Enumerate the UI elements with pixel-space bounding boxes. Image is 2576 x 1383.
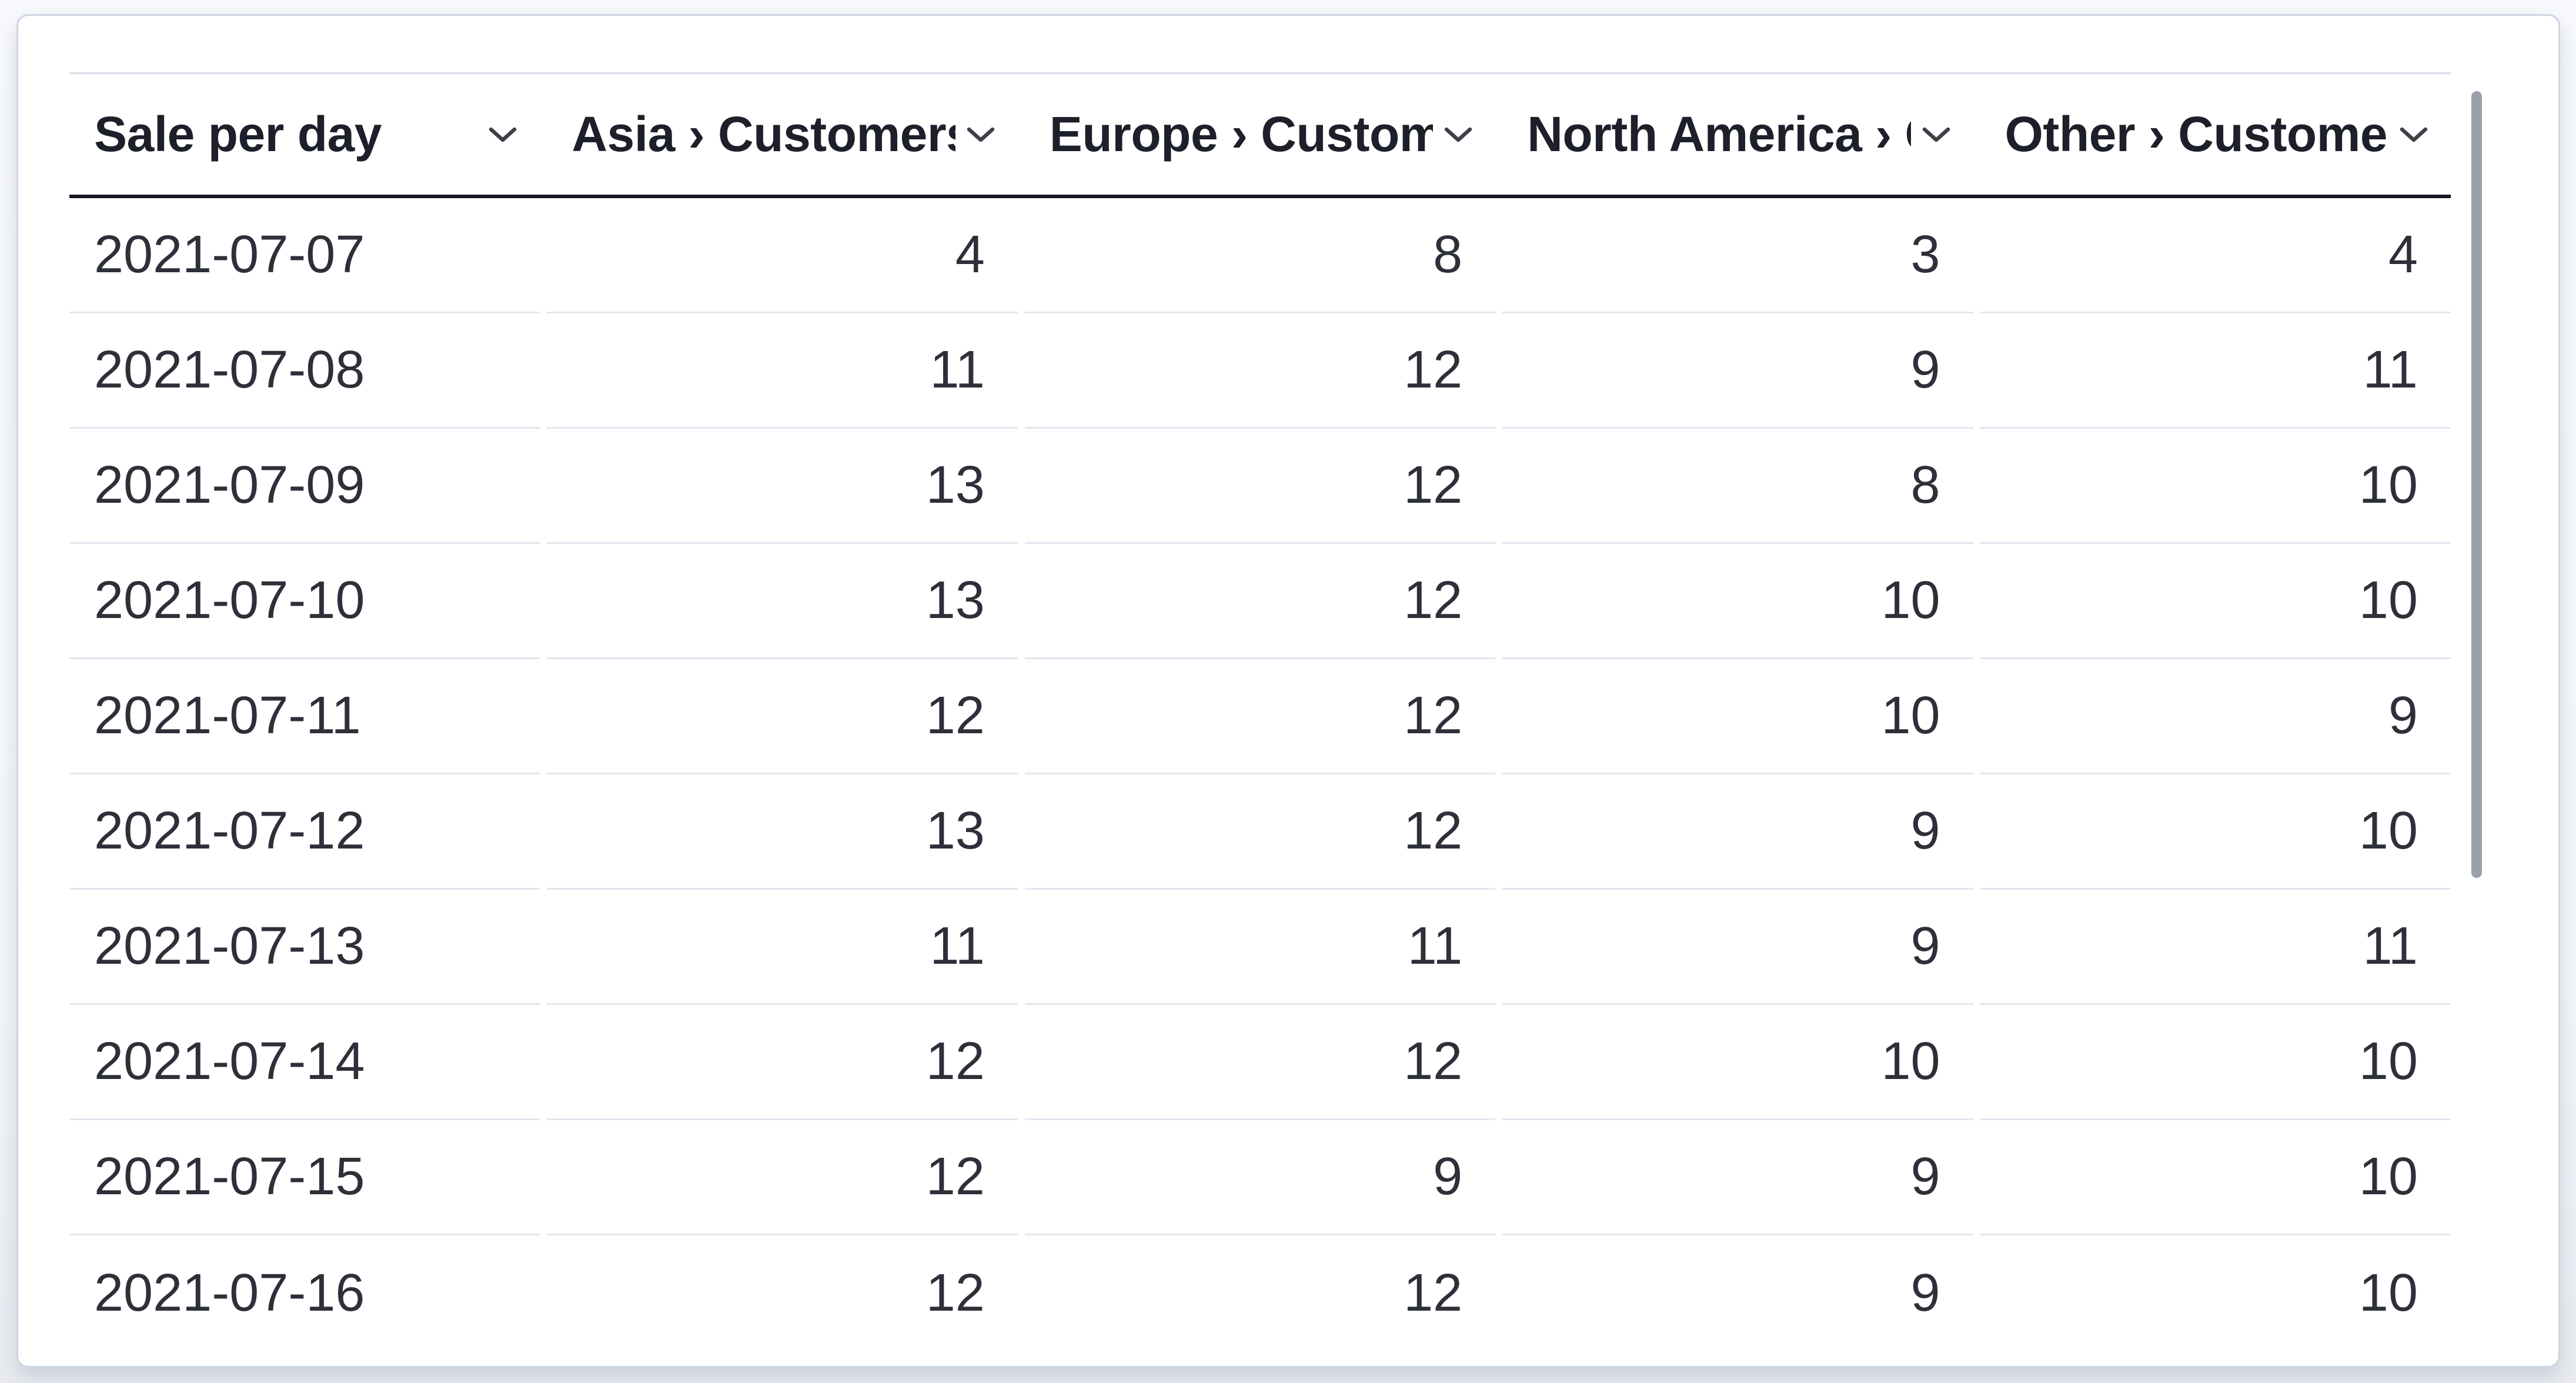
value-cell[interactable]: 10 <box>1502 544 1973 659</box>
value-cell[interactable]: 3 <box>1502 198 1973 313</box>
table-row: 2021-07-14 12 12 10 10 <box>69 1005 2451 1120</box>
date-cell[interactable]: 2021-07-07 <box>69 198 540 313</box>
table-row: 2021-07-10 13 12 10 10 <box>69 544 2451 659</box>
vertical-scrollbar-thumb[interactable] <box>2471 91 2482 878</box>
date-cell[interactable]: 2021-07-15 <box>69 1120 540 1235</box>
value-cell[interactable]: 10 <box>1502 1005 1973 1120</box>
value-cell[interactable]: 4 <box>1980 198 2451 313</box>
data-table: Sale per day Asia › Customers Europe › Cus… <box>69 72 2451 1351</box>
column-header-sale_per_day[interactable]: Sale per day <box>69 74 540 195</box>
table-row: 2021-07-15 12 9 9 10 <box>69 1120 2451 1235</box>
table-row: 2021-07-11 12 12 10 9 <box>69 659 2451 774</box>
column-header-label: Other › Customers <box>2004 106 2388 162</box>
chevron-down-icon[interactable] <box>488 126 517 143</box>
column-header-label: Europe › Customers <box>1049 106 1433 162</box>
chevron-down-icon[interactable] <box>1444 126 1473 143</box>
value-cell[interactable]: 9 <box>1910 1263 1940 1322</box>
value-cell[interactable]: 12 <box>1024 313 1496 429</box>
table-row: 2021-07-08 11 12 9 11 <box>69 313 2451 429</box>
chevron-down-icon[interactable] <box>1922 126 1951 143</box>
table-body: 2021-07-07 4 8 3 4 2021-07-08 11 12 9 11 2021-07-0… <box>69 198 2451 1351</box>
table-card: Sale per day Asia › Customers Europe › Cus… <box>16 14 2560 1368</box>
date-cell[interactable]: 2021-07-08 <box>69 313 540 429</box>
table-header-row: Sale per day Asia › Customers Europe › Cus… <box>69 72 2451 198</box>
value-cell[interactable]: 10 <box>2358 1263 2418 1322</box>
table-row: 2021-07-16 12 12 9 10 <box>69 1235 2451 1351</box>
table-row: 2021-07-07 4 8 3 4 <box>69 198 2451 313</box>
value-cell[interactable]: 12 <box>1024 659 1496 774</box>
value-cell[interactable]: 11 <box>1980 890 2451 1005</box>
value-cell[interactable]: 10 <box>1980 1120 2451 1235</box>
table-row: 2021-07-12 13 12 9 10 <box>69 774 2451 890</box>
value-cell[interactable]: 12 <box>1404 1263 1463 1322</box>
value-cell[interactable]: 12 <box>547 1005 1018 1120</box>
value-cell[interactable]: 12 <box>1024 429 1496 544</box>
column-header-label: Sale per day <box>94 106 382 162</box>
value-cell[interactable]: 9 <box>1980 659 2451 774</box>
value-cell[interactable]: 12 <box>926 1263 985 1322</box>
value-cell[interactable]: 10 <box>1502 659 1973 774</box>
chevron-down-icon[interactable] <box>966 126 995 143</box>
value-cell[interactable]: 10 <box>1980 544 2451 659</box>
column-header-asia[interactable]: Asia › Customers <box>547 74 1017 195</box>
table-row: 2021-07-09 13 12 8 10 <box>69 429 2451 544</box>
date-cell[interactable]: 2021-07-14 <box>69 1005 540 1120</box>
value-cell[interactable]: 12 <box>547 1120 1018 1235</box>
value-cell[interactable]: 13 <box>547 429 1018 544</box>
value-cell[interactable]: 9 <box>1502 313 1973 429</box>
value-cell[interactable]: 11 <box>547 313 1018 429</box>
value-cell[interactable]: 8 <box>1502 429 1973 544</box>
value-cell[interactable]: 10 <box>1980 1005 2451 1120</box>
column-header-label: North America › Customers <box>1527 106 1910 162</box>
value-cell[interactable]: 11 <box>1024 890 1496 1005</box>
value-cell[interactable]: 12 <box>1024 544 1496 659</box>
column-header-other[interactable]: Other › Customers <box>1980 74 2451 195</box>
value-cell[interactable]: 9 <box>1024 1120 1496 1235</box>
value-cell[interactable]: 13 <box>547 774 1018 890</box>
value-cell[interactable]: 8 <box>1024 198 1496 313</box>
date-cell[interactable]: 2021-07-12 <box>69 774 540 890</box>
date-cell[interactable]: 2021-07-16 <box>94 1263 365 1322</box>
chevron-down-icon[interactable] <box>2399 126 2428 143</box>
date-cell[interactable]: 2021-07-11 <box>69 659 540 774</box>
value-cell[interactable]: 12 <box>1024 774 1496 890</box>
value-cell[interactable]: 10 <box>1980 429 2451 544</box>
value-cell[interactable]: 12 <box>1024 1005 1496 1120</box>
date-cell[interactable]: 2021-07-09 <box>69 429 540 544</box>
date-cell[interactable]: 2021-07-10 <box>69 544 540 659</box>
value-cell[interactable]: 9 <box>1502 774 1973 890</box>
value-cell[interactable]: 11 <box>1980 313 2451 429</box>
value-cell[interactable]: 4 <box>547 198 1018 313</box>
column-header-label: Asia › Customers <box>572 106 955 162</box>
value-cell[interactable]: 12 <box>547 659 1018 774</box>
value-cell[interactable]: 9 <box>1502 1120 1973 1235</box>
value-cell[interactable]: 9 <box>1502 890 1973 1005</box>
date-cell[interactable]: 2021-07-13 <box>69 890 540 1005</box>
value-cell[interactable]: 10 <box>1980 774 2451 890</box>
table-row: 2021-07-13 11 11 9 11 <box>69 890 2451 1005</box>
column-header-europe[interactable]: Europe › Customers <box>1025 74 1495 195</box>
value-cell[interactable]: 13 <box>547 544 1018 659</box>
value-cell[interactable]: 11 <box>547 890 1018 1005</box>
column-header-north_america[interactable]: North America › Customers <box>1502 74 1973 195</box>
